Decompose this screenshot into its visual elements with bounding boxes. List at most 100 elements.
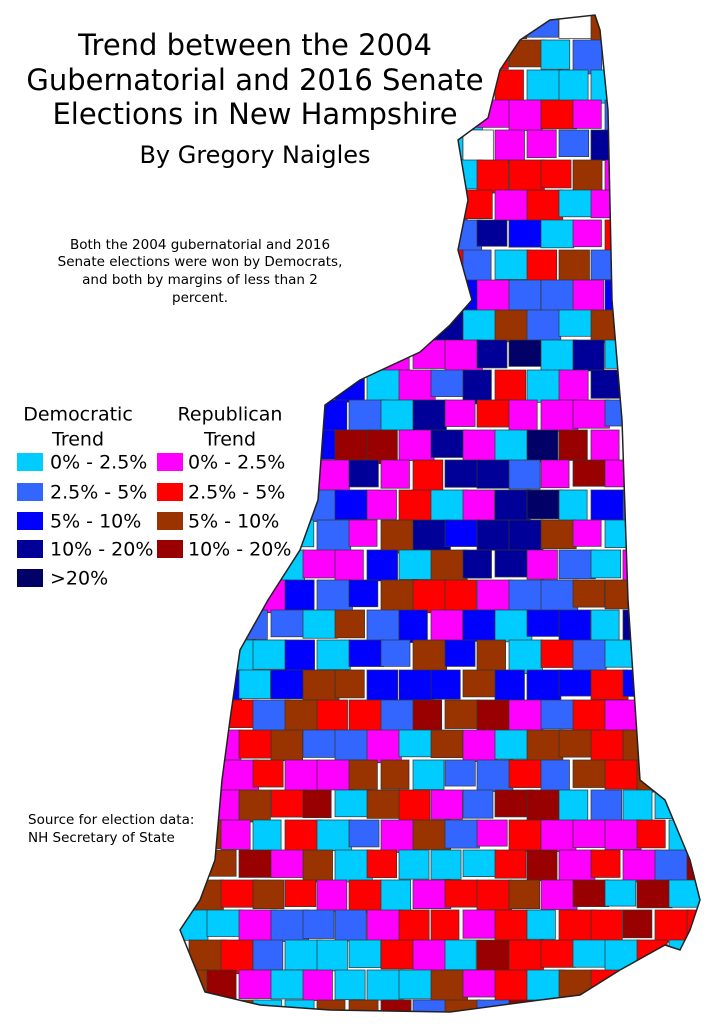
town bbox=[636, 639, 670, 671]
town bbox=[540, 279, 577, 313]
town bbox=[380, 159, 419, 194]
town bbox=[476, 399, 510, 428]
town bbox=[476, 219, 508, 247]
town bbox=[701, 100, 724, 133]
town bbox=[540, 579, 579, 613]
town bbox=[188, 639, 225, 673]
town bbox=[508, 459, 541, 490]
town bbox=[572, 459, 608, 487]
town bbox=[622, 669, 657, 697]
town bbox=[701, 220, 724, 252]
town bbox=[508, 639, 543, 674]
town bbox=[398, 849, 430, 880]
town bbox=[398, 669, 435, 701]
legend-swatch bbox=[157, 540, 183, 558]
town bbox=[540, 159, 572, 189]
town bbox=[668, 879, 700, 908]
town bbox=[180, 309, 213, 342]
town bbox=[540, 519, 577, 550]
town bbox=[476, 999, 513, 1012]
town bbox=[462, 789, 494, 819]
town bbox=[572, 219, 602, 248]
town bbox=[284, 399, 320, 428]
note-line: Both the 2004 gubernatorial and 2016 bbox=[70, 237, 330, 253]
legend-label: 5% - 10% bbox=[50, 511, 141, 533]
town bbox=[590, 69, 627, 104]
town bbox=[430, 669, 461, 700]
town bbox=[590, 549, 622, 579]
town bbox=[206, 909, 244, 937]
town bbox=[668, 999, 700, 1012]
town bbox=[572, 939, 609, 968]
town bbox=[701, 700, 724, 726]
legend-swatch bbox=[17, 453, 43, 471]
town bbox=[636, 819, 666, 849]
town bbox=[462, 429, 496, 463]
town bbox=[430, 849, 462, 880]
town bbox=[252, 579, 290, 614]
town bbox=[494, 69, 524, 103]
town bbox=[604, 759, 640, 790]
town bbox=[508, 339, 542, 367]
town bbox=[572, 579, 606, 608]
legend: 0% - 2.5% 2.5% - 5% 5% - 10% 10% - 20% >20% 0… bbox=[17, 452, 291, 590]
town bbox=[252, 879, 285, 910]
town bbox=[622, 249, 654, 284]
town bbox=[668, 459, 700, 487]
town bbox=[494, 729, 533, 760]
legend-label: 0% - 2.5% bbox=[50, 452, 147, 474]
town bbox=[444, 819, 480, 849]
legend-label: 2.5% - 5% bbox=[188, 482, 285, 504]
town bbox=[654, 909, 690, 943]
town bbox=[476, 519, 511, 551]
legend-heading: Democratic bbox=[23, 404, 133, 426]
town bbox=[398, 549, 433, 580]
town bbox=[476, 339, 508, 369]
town bbox=[701, 1000, 724, 1023]
legend-label: 5% - 10% bbox=[188, 511, 279, 533]
town bbox=[668, 399, 699, 429]
town bbox=[540, 699, 576, 730]
town bbox=[701, 340, 724, 373]
town bbox=[334, 489, 368, 520]
town bbox=[476, 879, 512, 911]
town bbox=[494, 429, 531, 462]
town bbox=[590, 489, 625, 521]
town bbox=[476, 159, 509, 194]
town bbox=[252, 759, 284, 788]
source-line: NH Secretary of State bbox=[28, 830, 175, 846]
town bbox=[686, 15, 700, 37]
town bbox=[540, 339, 578, 374]
town bbox=[604, 639, 642, 668]
town bbox=[558, 729, 597, 758]
town bbox=[604, 819, 642, 850]
town bbox=[654, 549, 692, 577]
town bbox=[604, 459, 635, 488]
town bbox=[686, 189, 700, 217]
town bbox=[334, 609, 365, 639]
town bbox=[604, 339, 637, 369]
town bbox=[622, 15, 652, 39]
town bbox=[430, 729, 464, 758]
town bbox=[444, 879, 479, 908]
town bbox=[572, 339, 605, 372]
town bbox=[604, 939, 640, 973]
town bbox=[558, 369, 589, 402]
town bbox=[284, 879, 317, 907]
town bbox=[558, 129, 590, 157]
legend-swatch bbox=[157, 512, 183, 530]
town bbox=[302, 969, 333, 1001]
town bbox=[590, 189, 626, 219]
town bbox=[270, 309, 304, 338]
town bbox=[348, 519, 378, 547]
town bbox=[334, 789, 372, 818]
town bbox=[302, 909, 335, 939]
town bbox=[270, 669, 305, 700]
town bbox=[604, 699, 641, 733]
town bbox=[508, 219, 543, 248]
town bbox=[558, 69, 589, 104]
note-line: percent. bbox=[172, 290, 228, 306]
town bbox=[462, 549, 492, 579]
legend-heading: Trend bbox=[51, 429, 104, 451]
town bbox=[540, 999, 574, 1012]
